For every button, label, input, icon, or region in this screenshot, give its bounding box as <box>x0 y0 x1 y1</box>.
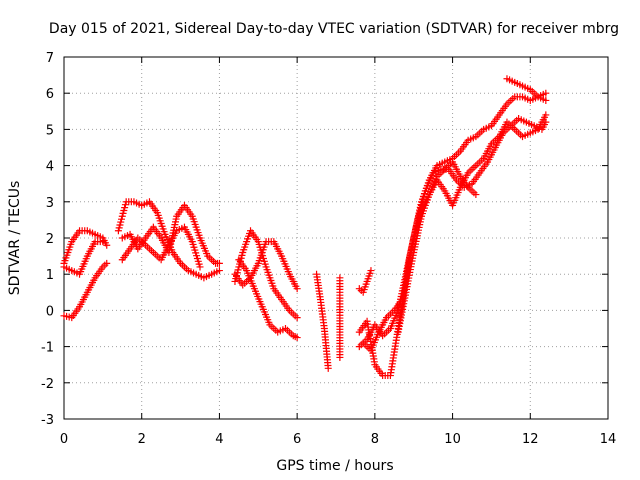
x-tick-label: 14 <box>600 432 617 447</box>
x-axis-label: GPS time / hours <box>276 458 393 474</box>
series-trace-9 <box>235 256 301 342</box>
series-trace-17 <box>355 267 375 296</box>
series-trace-10 <box>313 270 332 372</box>
data-point <box>336 353 344 361</box>
data-point <box>324 364 332 372</box>
data-points <box>60 75 550 380</box>
y-axis-label: SDTVAR / TECUs <box>7 181 23 296</box>
series-trace-4 <box>114 198 223 282</box>
x-tick-label: 8 <box>371 432 379 447</box>
y-tick-label: 5 <box>46 123 54 138</box>
data-point <box>103 241 111 249</box>
series-trace-2 <box>60 238 107 278</box>
y-tick-label: -3 <box>41 413 54 428</box>
data-point <box>542 89 550 97</box>
series-trace-5 <box>118 201 223 267</box>
series-trace-8 <box>231 238 301 293</box>
data-point <box>103 259 111 267</box>
y-tick-label: 7 <box>46 51 54 66</box>
data-point <box>367 267 375 275</box>
y-tick-label: 1 <box>46 268 54 283</box>
data-point <box>542 96 550 104</box>
data-point <box>215 259 223 267</box>
series-trace-13 <box>359 115 550 354</box>
series-trace-11 <box>336 274 344 361</box>
y-tick-label: 6 <box>46 87 54 102</box>
data-point <box>293 334 301 342</box>
data-point <box>293 285 301 293</box>
data-point <box>99 238 107 246</box>
x-tick-label: 0 <box>60 432 68 447</box>
series-trace-6 <box>118 223 204 271</box>
x-tick-label: 6 <box>293 432 301 447</box>
series-trace-14 <box>355 111 550 351</box>
y-tick-label: 2 <box>46 232 54 247</box>
series-trace-1 <box>60 227 111 267</box>
y-tick-label: 4 <box>46 160 54 175</box>
data-point <box>196 263 204 271</box>
series-trace-16 <box>503 75 550 104</box>
data-point <box>542 111 550 119</box>
series-trace-15 <box>394 158 480 336</box>
chart-title: Day 015 of 2021, Sidereal Day-to-day VTE… <box>49 21 619 37</box>
y-tick-label: -2 <box>41 377 54 392</box>
x-tick-label: 4 <box>215 432 223 447</box>
y-tick-label: 3 <box>46 196 54 211</box>
x-tick-label: 12 <box>522 432 539 447</box>
x-tick-label: 10 <box>444 432 461 447</box>
data-point <box>293 314 301 322</box>
series-trace-3 <box>60 259 111 322</box>
grid <box>64 57 608 419</box>
y-tick-label: 0 <box>46 304 54 319</box>
data-point <box>472 191 480 199</box>
y-tick-label: -1 <box>41 341 54 356</box>
x-tick-label: 2 <box>138 432 146 447</box>
data-point <box>215 267 223 275</box>
